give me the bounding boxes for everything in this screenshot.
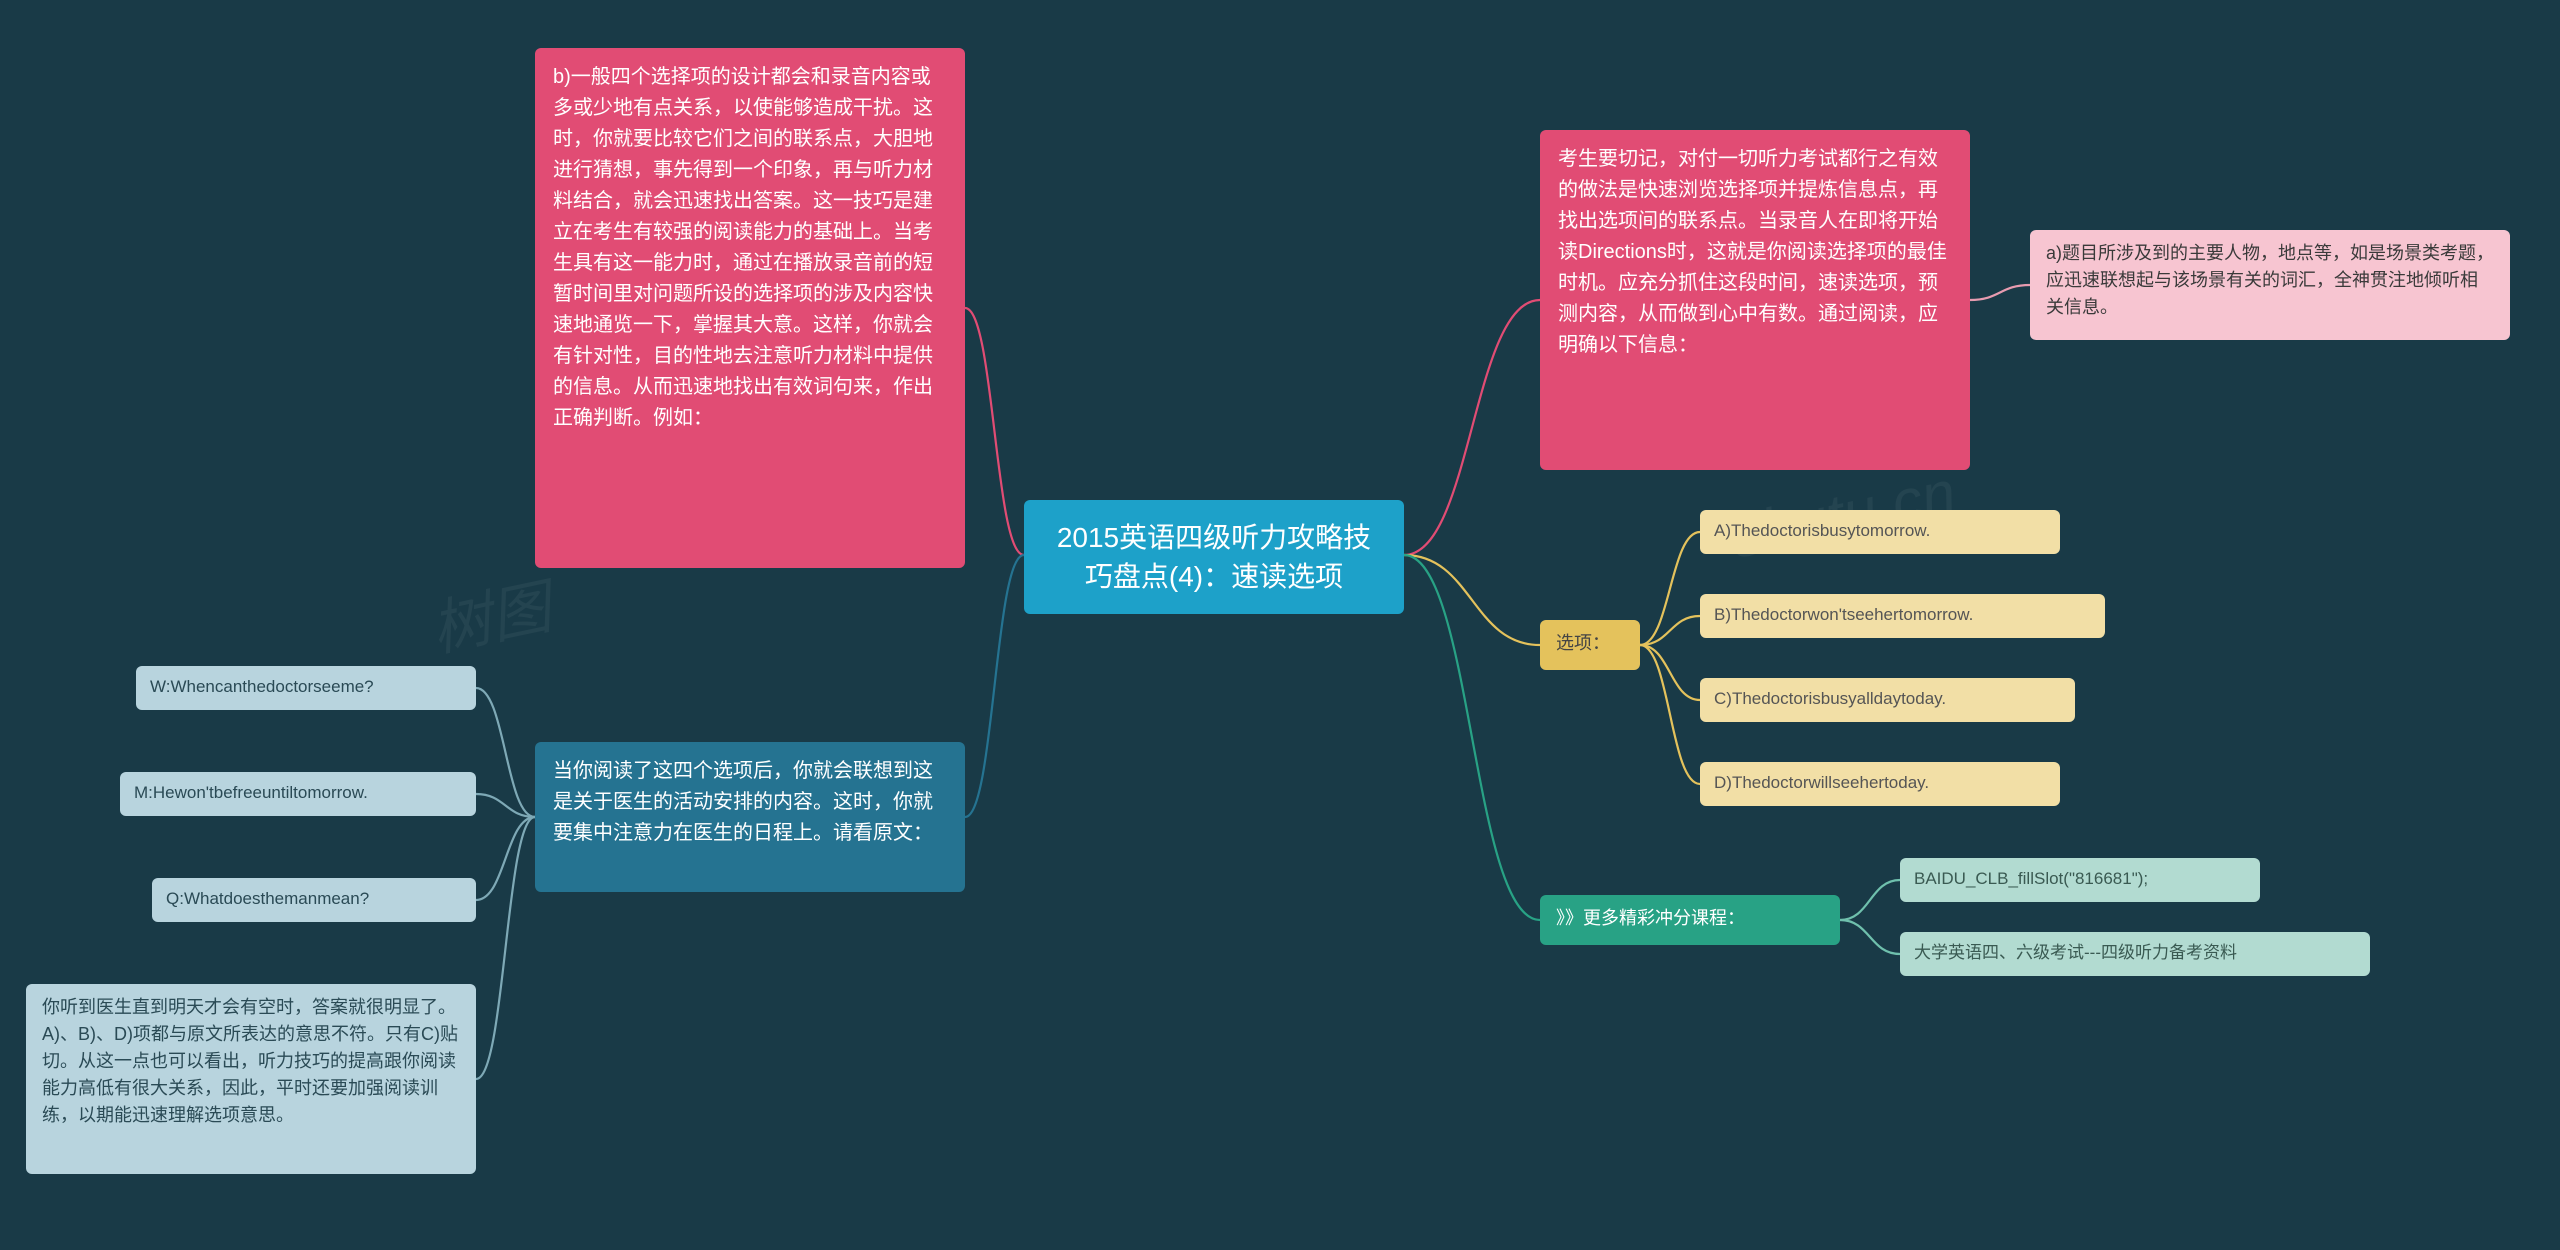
root-node-text: 2015英语四级听力攻略技巧盘点(4)：速读选项 bbox=[1057, 522, 1371, 592]
node-qa-q: Q:Whatdoesthemanmean? bbox=[152, 878, 476, 922]
node-text: D)Thedoctorwillseehertoday. bbox=[1714, 773, 1929, 792]
connector bbox=[476, 688, 535, 817]
connector bbox=[1970, 285, 2030, 300]
connector bbox=[1404, 300, 1540, 555]
node-option-c: C)Thedoctorisbusyalldaytoday. bbox=[1700, 678, 2075, 722]
root-node: 2015英语四级听力攻略技巧盘点(4)：速读选项 bbox=[1024, 500, 1404, 614]
node-text: 选项： bbox=[1556, 633, 1610, 653]
node-text: W:Whencanthedoctorseeme? bbox=[150, 677, 374, 696]
connector bbox=[1404, 555, 1540, 920]
node-conclusion: 你听到医生直到明天才会有空时，答案就很明显了。A)、B)、D)项都与原文所表达的… bbox=[26, 984, 476, 1174]
node-text: b)一般四个选择项的设计都会和录音内容或多或少地有点关系，以使能够造成干扰。这时… bbox=[553, 66, 933, 429]
node-option-a: A)Thedoctorisbusytomorrow. bbox=[1700, 510, 2060, 554]
connector bbox=[1640, 645, 1700, 784]
node-option-d: D)Thedoctorwillseehertoday. bbox=[1700, 762, 2060, 806]
node-qa-m: M:Hewon'tbefreeuntiltomorrow. bbox=[120, 772, 476, 816]
connector bbox=[476, 817, 535, 900]
node-text: A)Thedoctorisbusytomorrow. bbox=[1714, 521, 1930, 540]
node-tip-a: a)题目所涉及到的主要人物，地点等，如是场景类考题，应迅速联想起与该场景有关的词… bbox=[2030, 230, 2510, 340]
node-text: Q:Whatdoesthemanmean? bbox=[166, 889, 369, 908]
node-text: C)Thedoctorisbusyalldaytoday. bbox=[1714, 689, 1946, 708]
node-more: 》》更多精彩冲分课程： bbox=[1540, 895, 1840, 945]
connector bbox=[1840, 920, 1900, 954]
connector bbox=[1840, 880, 1900, 920]
node-text: BAIDU_CLB_fillSlot("816681"); bbox=[1914, 869, 2148, 888]
node-text: 考生要切记，对付一切听力考试都行之有效的做法是快速浏览选择项并提炼信息点，再找出… bbox=[1558, 148, 1947, 356]
node-tip-b: b)一般四个选择项的设计都会和录音内容或多或少地有点关系，以使能够造成干扰。这时… bbox=[535, 48, 965, 568]
node-tip: 考生要切记，对付一切听力考试都行之有效的做法是快速浏览选择项并提炼信息点，再找出… bbox=[1540, 130, 1970, 470]
node-text: 你听到医生直到明天才会有空时，答案就很明显了。A)、B)、D)项都与原文所表达的… bbox=[42, 997, 458, 1125]
node-text: a)题目所涉及到的主要人物，地点等，如是场景类考题，应迅速联想起与该场景有关的词… bbox=[2046, 243, 2494, 317]
connector bbox=[965, 555, 1024, 817]
node-more-a: BAIDU_CLB_fillSlot("816681"); bbox=[1900, 858, 2260, 902]
node-qa-w: W:Whencanthedoctorseeme? bbox=[136, 666, 476, 710]
node-text: M:Hewon'tbefreeuntiltomorrow. bbox=[134, 783, 368, 802]
node-text: 当你阅读了这四个选项后，你就会联想到这是关于医生的活动安排的内容。这时，你就要集… bbox=[553, 760, 933, 844]
node-option-b: B)Thedoctorwon'tseehertomorrow. bbox=[1700, 594, 2105, 638]
node-text: 》》更多精彩冲分课程： bbox=[1556, 908, 1745, 928]
node-options-label: 选项： bbox=[1540, 620, 1640, 670]
node-original: 当你阅读了这四个选项后，你就会联想到这是关于医生的活动安排的内容。这时，你就要集… bbox=[535, 742, 965, 892]
node-more-b: 大学英语四、六级考试---四级听力备考资料 bbox=[1900, 932, 2370, 976]
node-text: 大学英语四、六级考试---四级听力备考资料 bbox=[1914, 943, 2237, 962]
connector bbox=[965, 308, 1024, 555]
node-text: B)Thedoctorwon'tseehertomorrow. bbox=[1714, 605, 1973, 624]
connector bbox=[1640, 645, 1700, 700]
connector bbox=[1640, 532, 1700, 645]
